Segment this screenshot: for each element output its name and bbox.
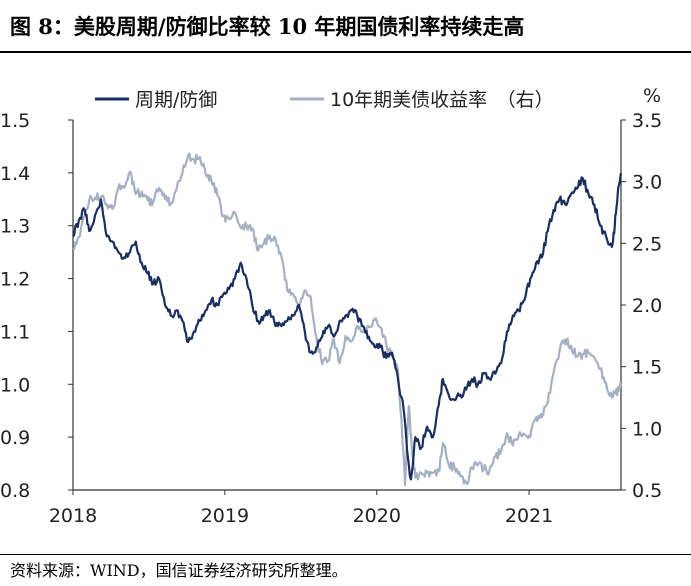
legend-label-treasury-yield: 10年期美债收益率 （右） bbox=[330, 89, 554, 111]
chart-series bbox=[72, 152, 623, 487]
y-right-tick-label: 1.0 bbox=[632, 418, 662, 440]
y-left-tick-label: 0.9 bbox=[0, 427, 30, 449]
y-left-tick-label: 1.5 bbox=[0, 110, 30, 132]
y-left-tick-label: 1.2 bbox=[0, 269, 30, 291]
x-tick-label: 2018 bbox=[49, 505, 97, 527]
y-right-tick-label: 0.5 bbox=[632, 480, 662, 502]
y-left-tick-label: 1.0 bbox=[0, 374, 30, 396]
y-right-tick-label: 2.5 bbox=[632, 233, 662, 255]
y-right-tick-label: 3.0 bbox=[632, 172, 662, 194]
chart-title: 图 8：美股周期/防御比率较 10 年期国债利率持续走高 bbox=[10, 14, 525, 39]
x-tick-label: 2021 bbox=[505, 505, 553, 527]
legend-label-cyclical-defensive: 周期/防御 bbox=[135, 89, 217, 111]
chart-axes: 1.5 1.4 1.3 1.2 1.1 1.0 0.9 0.8 3.5 3.0 2.5 2.0 1.5 1… bbox=[0, 85, 662, 527]
x-tick-label: 2020 bbox=[353, 505, 401, 527]
series-line-cyclical-defensive bbox=[72, 172, 623, 481]
series-line-treasury-yield bbox=[72, 152, 622, 487]
y-right-tick-label: 1.5 bbox=[632, 357, 662, 379]
y-left-tick-label: 1.1 bbox=[0, 321, 30, 343]
source-note: 资料来源：WIND，国信证券经济研究所整理。 bbox=[10, 561, 348, 580]
y-left-tick-label: 0.8 bbox=[0, 480, 30, 502]
y-left-tick-label: 1.3 bbox=[0, 216, 30, 238]
footer-divider bbox=[0, 554, 691, 555]
y-right-unit-label: % bbox=[643, 85, 661, 107]
y-right-tick-label: 3.5 bbox=[632, 110, 662, 132]
x-tick-label: 2019 bbox=[201, 505, 249, 527]
y-left-tick-label: 1.4 bbox=[0, 163, 30, 185]
y-right-tick-label: 2.0 bbox=[632, 295, 662, 317]
chart-legend: 周期/防御 10年期美债收益率 （右） bbox=[95, 89, 554, 111]
title-divider bbox=[0, 51, 691, 53]
line-chart: 1.5 1.4 1.3 1.2 1.1 1.0 0.9 0.8 3.5 3.0 2.5 2.0 1.5 1… bbox=[0, 85, 662, 527]
